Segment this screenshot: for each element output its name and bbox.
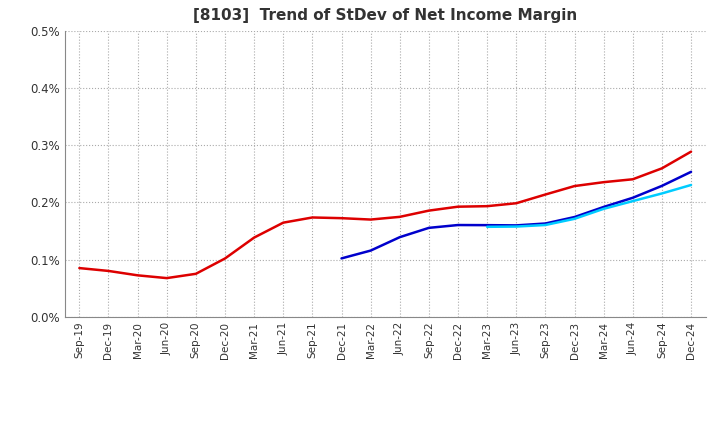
5 Years [512,223,521,228]
3 Years [483,204,492,209]
Line: 7 Years: 7 Years [487,185,691,227]
3 Years [629,176,637,182]
3 Years [541,192,550,197]
3 Years [657,166,666,171]
5 Years [454,222,462,227]
7 Years [483,224,492,229]
3 Years [599,180,608,185]
Line: 5 Years: 5 Years [341,172,691,258]
3 Years [570,183,579,189]
3 Years [104,268,113,274]
7 Years [570,216,579,221]
3 Years [279,220,287,225]
3 Years [192,271,200,276]
7 Years [512,224,521,229]
Legend: 3 Years, 5 Years, 7 Years, 10 Years: 3 Years, 5 Years, 7 Years, 10 Years [176,436,595,440]
7 Years [687,182,696,187]
3 Years [308,215,317,220]
5 Years [337,256,346,261]
5 Years [657,183,666,188]
Line: 3 Years: 3 Years [79,152,691,278]
3 Years [250,235,258,240]
3 Years [163,275,171,281]
3 Years [454,204,462,209]
Title: [8103]  Trend of StDev of Net Income Margin: [8103] Trend of StDev of Net Income Marg… [193,7,577,23]
3 Years [366,217,375,222]
7 Years [657,191,666,196]
3 Years [425,208,433,213]
7 Years [599,206,608,212]
5 Years [687,169,696,175]
5 Years [541,221,550,226]
3 Years [395,214,404,220]
3 Years [75,265,84,271]
5 Years [570,214,579,220]
3 Years [687,149,696,154]
5 Years [395,235,404,240]
5 Years [425,225,433,231]
3 Years [337,216,346,221]
5 Years [629,195,637,200]
3 Years [220,256,229,261]
7 Years [541,222,550,227]
5 Years [366,248,375,253]
5 Years [483,223,492,228]
3 Years [512,201,521,206]
7 Years [629,198,637,204]
5 Years [599,204,608,209]
3 Years [133,273,142,278]
